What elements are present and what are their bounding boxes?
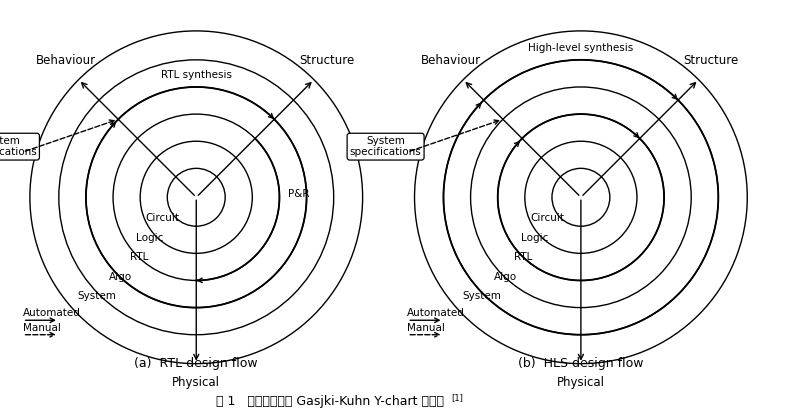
Text: Behaviour: Behaviour xyxy=(421,54,480,67)
Text: Physical: Physical xyxy=(172,376,221,389)
Text: High-level synthesis: High-level synthesis xyxy=(528,43,633,53)
Text: Manual: Manual xyxy=(407,323,445,333)
Text: Physical: Physical xyxy=(557,376,605,389)
Text: Manual: Manual xyxy=(23,323,60,333)
Text: Algo: Algo xyxy=(494,272,517,282)
Text: System: System xyxy=(78,291,116,301)
Text: Logic: Logic xyxy=(137,233,164,242)
Text: (b)  HLS design flow: (b) HLS design flow xyxy=(518,357,644,370)
Text: (a)  RTL design flow: (a) RTL design flow xyxy=(134,357,258,370)
Text: System
specifications: System specifications xyxy=(350,136,422,157)
Text: Algo: Algo xyxy=(109,272,132,282)
Text: Circuit: Circuit xyxy=(145,213,180,223)
Text: System: System xyxy=(462,291,501,301)
Text: Structure: Structure xyxy=(684,54,739,67)
Text: RTL synthesis: RTL synthesis xyxy=(161,70,232,80)
Text: Behaviour: Behaviour xyxy=(36,54,96,67)
Text: Automated: Automated xyxy=(23,308,81,319)
Text: RTL: RTL xyxy=(514,252,533,262)
Text: Automated: Automated xyxy=(407,308,466,319)
Text: Structure: Structure xyxy=(299,54,354,67)
Text: RTL: RTL xyxy=(130,252,148,262)
Text: Circuit: Circuit xyxy=(530,213,564,223)
Text: 图 1   高层次综合的 Gasjki-Kuhn Y-chart 图描述: 图 1 高层次综合的 Gasjki-Kuhn Y-chart 图描述 xyxy=(216,395,444,409)
Text: Logic: Logic xyxy=(521,233,549,242)
Text: System
specifications: System specifications xyxy=(0,136,37,157)
Text: P&R: P&R xyxy=(288,189,310,199)
Text: [1]: [1] xyxy=(451,393,463,402)
